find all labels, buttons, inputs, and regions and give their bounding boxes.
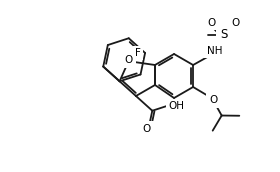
Text: NH: NH [207,46,222,56]
Text: F: F [135,48,141,58]
Text: S: S [220,28,227,41]
Text: O: O [209,95,217,105]
Text: O: O [142,124,151,134]
Text: O: O [124,55,133,65]
Text: O: O [207,18,216,28]
Text: OH: OH [168,101,184,111]
Text: O: O [232,18,240,28]
